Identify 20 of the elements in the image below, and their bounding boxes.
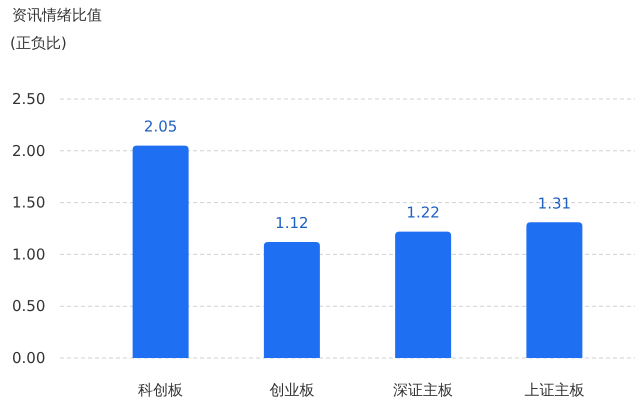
data-label: 2.05 [144,118,178,136]
bar [264,242,320,358]
data-label: 1.31 [538,194,572,212]
y-tick-label: 0.50 [12,297,46,316]
chart-subtitle: (正负比) [10,34,67,52]
bar [132,146,189,358]
data-label: 1.12 [275,214,309,232]
y-tick-label: 1.50 [12,194,46,212]
x-tick-label: 深证主板 [393,381,454,399]
y-tick-label: 1.00 [12,245,46,264]
data-label: 1.22 [406,204,440,222]
y-tick-label: 2.50 [12,90,46,108]
bar [395,232,452,358]
y-tick-label: 2.00 [12,142,46,160]
x-tick-label: 科创板 [138,381,184,399]
chart-title: 资讯情绪比值 [12,6,102,24]
bar [526,222,582,358]
y-tick-label: 0.00 [12,349,46,367]
x-tick-label: 创业板 [269,381,314,399]
x-tick-label: 上证主板 [524,381,584,399]
